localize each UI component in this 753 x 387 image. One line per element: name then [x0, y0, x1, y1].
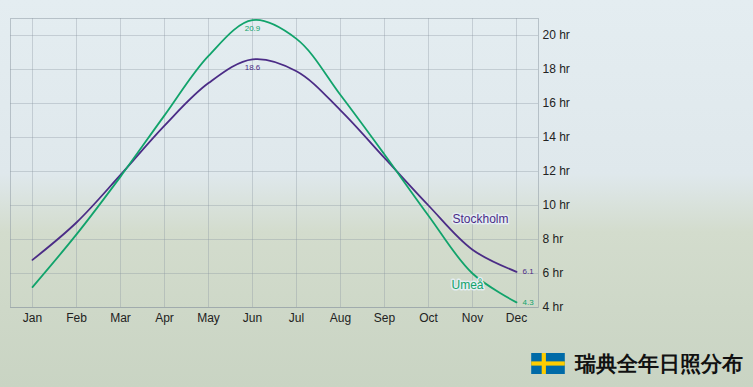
svg-text:Sep: Sep	[374, 311, 396, 325]
svg-text:6.1: 6.1	[523, 267, 535, 276]
svg-text:20.9: 20.9	[245, 24, 261, 33]
svg-text:4 hr: 4 hr	[543, 300, 564, 314]
svg-text:10 hr: 10 hr	[543, 198, 570, 212]
svg-text:Dec: Dec	[506, 311, 527, 325]
svg-text:6 hr: 6 hr	[543, 266, 564, 280]
svg-text:May: May	[197, 311, 220, 325]
svg-text:14 hr: 14 hr	[543, 130, 570, 144]
svg-text:Umeå: Umeå	[451, 278, 483, 292]
svg-text:Jan: Jan	[23, 311, 42, 325]
svg-text:8 hr: 8 hr	[543, 232, 564, 246]
svg-text:Mar: Mar	[110, 311, 131, 325]
svg-text:12 hr: 12 hr	[543, 164, 570, 178]
svg-text:Aug: Aug	[330, 311, 351, 325]
svg-text:Feb: Feb	[66, 311, 87, 325]
svg-text:20 hr: 20 hr	[543, 28, 570, 42]
svg-text:18 hr: 18 hr	[543, 62, 570, 76]
html-text:瑞典全年日照分布: 瑞典全年日照分布	[575, 351, 743, 376]
svg-text:Nov: Nov	[462, 311, 483, 325]
svg-text:Stockholm: Stockholm	[452, 212, 508, 226]
svg-text:Jun: Jun	[243, 311, 262, 325]
svg-text:4.3: 4.3	[523, 298, 535, 307]
svg-text:Oct: Oct	[419, 311, 438, 325]
svg-text:16 hr: 16 hr	[543, 96, 570, 110]
svg-text:Apr: Apr	[155, 311, 174, 325]
svg-text:Jul: Jul	[289, 311, 304, 325]
svg-text:18.6: 18.6	[245, 63, 261, 72]
